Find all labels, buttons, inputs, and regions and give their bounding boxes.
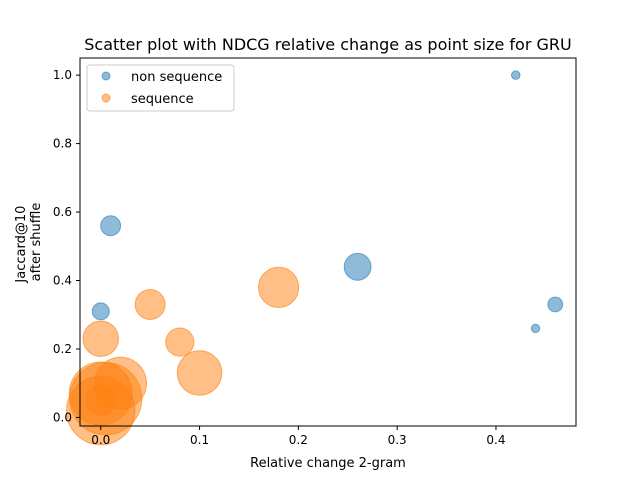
legend: non sequence sequence (86, 64, 235, 112)
y-axis-label-line-2: after shuffle (29, 203, 44, 282)
legend-box (86, 64, 235, 112)
y-tick-label: 0.2 (53, 342, 72, 356)
x-tick-label: 0.2 (289, 433, 308, 447)
point-sequence-4 (176, 350, 223, 396)
y-axis-label-line-1: Jaccard@10 (14, 206, 29, 284)
point-non-sequence-2 (530, 323, 541, 334)
y-tick-label: 0.4 (53, 274, 72, 288)
x-axis: 0.0 0.1 0.2 0.3 0.4 (91, 426, 506, 447)
chart-title: Scatter plot with NDCG relative change a… (84, 35, 571, 54)
plot-frame (79, 57, 577, 427)
point-non-sequence-3 (343, 252, 372, 281)
point-non-sequence-5 (91, 302, 110, 321)
point-sequence-1 (134, 288, 166, 320)
x-axis-label: Relative change 2-gram (250, 456, 406, 471)
legend-marker-sequence (101, 93, 111, 103)
y-tick-label: 0.8 (53, 137, 72, 151)
point-sequence-3 (165, 327, 195, 357)
point-non-sequence-1 (547, 296, 564, 313)
y-axis: 0.0 0.2 0.4 0.6 0.8 1.0 (53, 68, 80, 424)
point-sequence-2 (82, 320, 119, 357)
point-sequence-9 (66, 375, 136, 446)
points-layer (66, 70, 564, 446)
x-tick-label: 0.0 (91, 433, 110, 447)
point-sequence-0 (257, 266, 300, 308)
y-tick-label: 0.6 (53, 205, 72, 219)
point-non-sequence-0 (510, 70, 521, 80)
x-tick-label: 0.4 (486, 433, 505, 447)
legend-label-sequence: sequence (131, 92, 194, 107)
x-tick-label: 0.3 (388, 433, 407, 447)
point-non-sequence-4 (100, 215, 122, 237)
y-tick-label: 1.0 (53, 68, 72, 82)
x-tick-label: 0.1 (190, 433, 209, 447)
y-axis-label: Jaccard@10 after shuffle (14, 201, 44, 283)
legend-label-non-sequence: non sequence (131, 70, 222, 85)
legend-marker-non-sequence (101, 71, 111, 81)
y-tick-label: 0.0 (53, 410, 72, 424)
